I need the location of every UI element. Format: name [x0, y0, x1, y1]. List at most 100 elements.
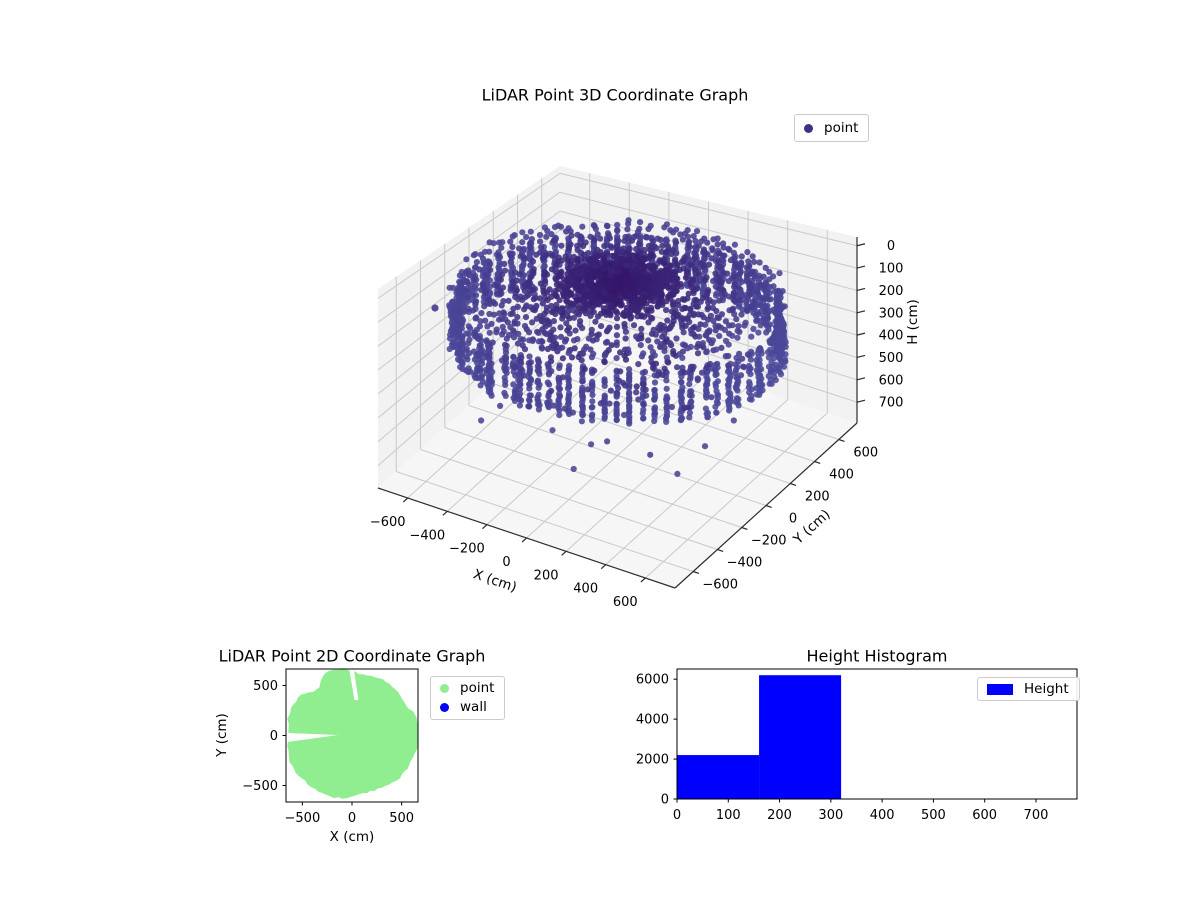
lidar-point — [716, 297, 723, 304]
lidar-point — [488, 392, 495, 399]
lidar-point — [654, 372, 661, 379]
lidar-point — [587, 312, 594, 319]
lidar-point — [563, 228, 570, 235]
lidar-point — [477, 382, 484, 389]
lidar-point — [649, 315, 656, 322]
lidar-point — [560, 283, 567, 291]
lidar-point — [651, 417, 658, 425]
lidar-point — [616, 377, 623, 384]
lidar-point — [734, 334, 741, 341]
x-tick-label: −600 — [370, 515, 406, 530]
lidar-point — [681, 254, 688, 261]
lidar-point — [570, 300, 577, 308]
lidar-point — [754, 288, 761, 295]
lidar-point — [519, 229, 526, 236]
lidar-point — [647, 451, 654, 458]
lidar-point — [582, 293, 589, 300]
lidar-point — [669, 301, 677, 308]
lidar-point — [568, 354, 576, 361]
lidar-point — [734, 387, 741, 394]
lidar-point — [708, 394, 715, 401]
lidar-point — [509, 278, 517, 285]
y-tick — [741, 526, 748, 530]
lidar-point — [525, 360, 533, 367]
lidar-point — [498, 315, 505, 323]
lidar-point — [775, 287, 782, 294]
lidar-point — [499, 284, 507, 291]
lidar-point — [666, 339, 674, 347]
lidar-point — [626, 310, 633, 317]
lidar-point — [533, 251, 540, 258]
lidar-point — [636, 240, 643, 248]
lidar-point — [521, 306, 528, 313]
lidar-point — [556, 297, 563, 304]
lidar-point — [583, 267, 591, 274]
lidar-point — [509, 233, 516, 240]
lidar-point — [548, 343, 555, 350]
lidar-point — [587, 308, 595, 315]
lidar-point — [499, 357, 506, 364]
lidar-point — [780, 363, 788, 370]
lidar-point — [541, 310, 548, 317]
lidar-point — [500, 328, 507, 335]
lidar-point — [512, 269, 519, 276]
lidar-point — [574, 258, 582, 265]
x-tick-label: 500 — [389, 811, 414, 826]
outlier-point — [431, 304, 439, 312]
lidar-point — [607, 243, 614, 250]
lidar-point — [732, 291, 739, 298]
grid-line — [377, 191, 561, 323]
lidar-point — [595, 313, 602, 320]
lidar-point — [592, 318, 599, 325]
lidar-point — [517, 293, 524, 300]
lidar-point — [690, 233, 697, 240]
lidar-point — [667, 324, 674, 331]
lidar-point — [482, 272, 489, 279]
lidar-point — [690, 301, 697, 308]
lidar-point — [710, 299, 717, 306]
lidar-point — [536, 295, 544, 302]
lidar-point — [526, 385, 533, 392]
lidar-point — [588, 354, 596, 361]
lidar-point — [713, 346, 720, 353]
lidar-point — [613, 297, 621, 305]
lidar-point — [572, 327, 579, 334]
lidar-point — [592, 263, 599, 270]
lidar-point — [743, 308, 751, 315]
lidar-point — [636, 269, 643, 276]
x-tick-label: 400 — [573, 582, 598, 597]
lidar-point — [649, 280, 656, 288]
lidar-point — [653, 271, 660, 278]
lidar-point — [526, 353, 533, 360]
point-marker-swatch — [804, 123, 813, 133]
lidar-point — [721, 252, 728, 259]
lidar-point — [655, 300, 662, 307]
lidar-point — [677, 379, 685, 386]
lidar-point — [589, 398, 596, 405]
lidar-point — [511, 329, 518, 336]
lidar-point — [487, 260, 494, 268]
lidar-point — [501, 260, 508, 267]
lidar-point — [469, 307, 476, 314]
lidar-point — [661, 348, 668, 355]
lidar-point — [731, 273, 738, 280]
lidar-point — [470, 276, 477, 284]
y-tick-label: 0 — [270, 729, 278, 744]
lidar-point — [565, 350, 572, 357]
lidar-point — [528, 236, 536, 243]
lidar-point — [722, 318, 730, 325]
lidar-point — [487, 267, 494, 274]
lidar-point — [548, 387, 555, 394]
lidar-point — [538, 244, 545, 251]
lidar-point — [738, 279, 745, 286]
grid-line — [396, 471, 694, 572]
lidar-point — [617, 368, 624, 375]
lidar-point — [672, 256, 679, 263]
lidar-point — [581, 366, 588, 373]
lidar-point — [579, 350, 587, 357]
lidar-point — [715, 258, 722, 265]
lidar-point — [615, 286, 622, 293]
lidar-point — [588, 441, 595, 448]
lidar-point — [648, 252, 655, 259]
lidar-point — [566, 330, 573, 337]
